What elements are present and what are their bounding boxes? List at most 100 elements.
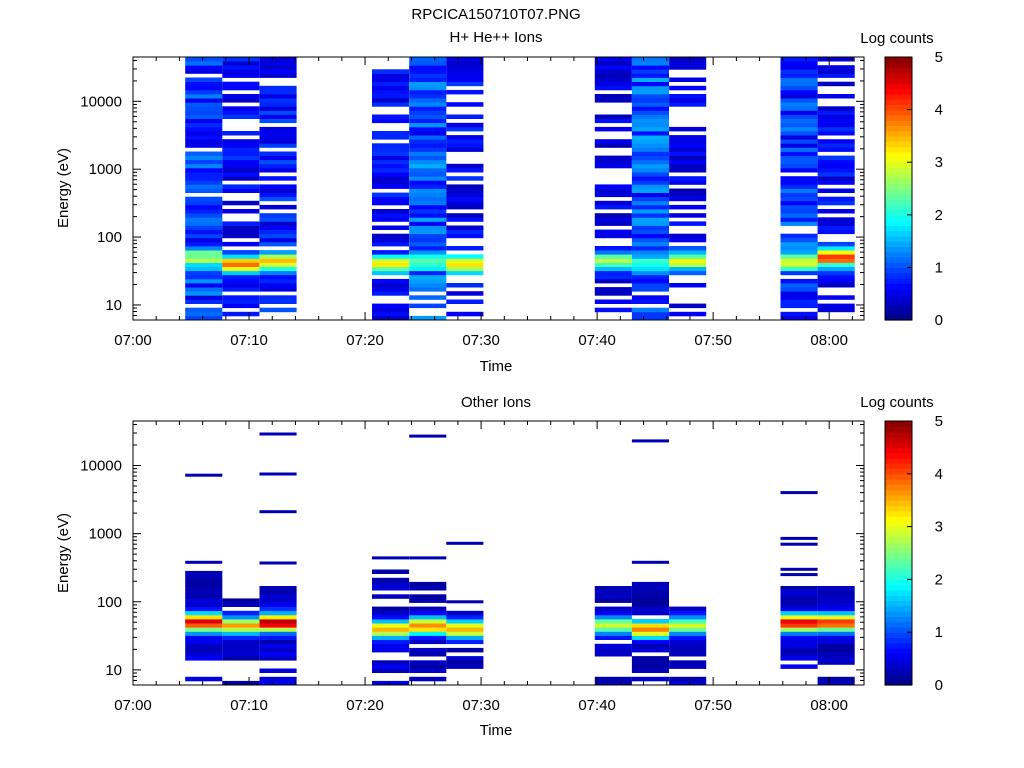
heat-cell <box>409 270 447 276</box>
heat-cell <box>817 307 855 313</box>
heat-cell <box>185 643 223 649</box>
heat-cell <box>409 126 447 132</box>
y-tick-label: 100 <box>97 229 122 246</box>
heat-cell <box>631 122 669 128</box>
heat-cell <box>594 77 632 82</box>
heat-cell <box>446 77 484 82</box>
heat-cell <box>669 635 707 640</box>
heat-cell <box>780 168 818 173</box>
heat-cell <box>259 250 297 255</box>
heat-cell <box>594 246 632 251</box>
heat-cell <box>594 619 632 624</box>
heat-cell <box>817 680 855 686</box>
axes-bottom: 07:00 07:10 07:20 07:30 07:40 07:50 08:00 10 100… <box>80 421 864 714</box>
heat-cell <box>409 303 447 309</box>
heat-cell <box>669 126 707 132</box>
heat-cell <box>372 213 410 218</box>
colorbar-swatch <box>885 99 912 105</box>
heat-cell <box>594 590 632 595</box>
x-tick-label: 07:00 <box>114 697 152 714</box>
heat-cell <box>372 200 410 206</box>
heat-cell <box>817 126 855 132</box>
heat-cell <box>409 69 447 74</box>
heat-cell <box>259 623 297 628</box>
heat-cell <box>446 57 484 62</box>
heat-cell <box>222 270 260 276</box>
heat-cell <box>222 131 260 136</box>
heat-cell <box>817 172 855 177</box>
heat-cell <box>222 151 260 156</box>
heat-cell <box>446 73 484 78</box>
heat-cell <box>259 213 297 218</box>
heat-cell <box>780 287 818 292</box>
colorbar-swatch <box>885 516 912 522</box>
heat-cell <box>222 631 260 636</box>
heat-cell <box>259 652 297 657</box>
heat-cell <box>222 229 260 235</box>
heat-cell <box>594 229 632 235</box>
colorbar-swatch <box>885 156 912 163</box>
heat-cell <box>372 258 410 263</box>
colorbar-swatch <box>885 537 912 544</box>
heat-cell <box>669 155 707 161</box>
colorbar-label-top: Log counts <box>860 30 933 47</box>
heat-cell-sparse <box>631 560 669 564</box>
heat-cell <box>185 229 223 235</box>
heat-cell <box>631 246 669 251</box>
colorbar-swatch <box>885 256 912 263</box>
heat-cell <box>259 118 297 124</box>
heat-cell <box>185 143 223 148</box>
heat-cell-sparse <box>446 541 484 545</box>
colorbar-swatch <box>885 468 912 475</box>
heat-cell <box>780 598 818 603</box>
colorbar-swatch <box>885 57 912 63</box>
heat-cell <box>446 89 484 95</box>
heat-cell <box>222 610 260 616</box>
y-axis-label-bottom: Energy (eV) <box>55 513 72 593</box>
heat-cell <box>446 61 484 66</box>
heat-cell <box>631 172 669 177</box>
heat-cell <box>594 204 632 210</box>
heat-cell <box>780 159 818 165</box>
colorbar-swatch <box>885 304 912 311</box>
heat-cell <box>594 69 632 74</box>
heat-cell <box>185 163 223 169</box>
heat-cell <box>817 225 855 230</box>
heat-cell <box>780 606 818 612</box>
heat-cell <box>185 188 223 193</box>
colorbar-swatch <box>885 88 912 95</box>
heat-cell <box>594 159 632 165</box>
heat-cell <box>780 102 818 107</box>
x-tick-label: 07:30 <box>462 332 500 349</box>
heat-cell <box>669 266 707 272</box>
colorbar-swatch <box>885 167 912 174</box>
heat-cell <box>594 278 632 284</box>
heat-cell-sparse <box>780 573 818 577</box>
heat-cell <box>446 204 484 210</box>
colorbar-swatch <box>885 579 912 586</box>
heat-cell <box>446 126 484 132</box>
colorbar-swatch <box>885 642 912 649</box>
heat-cell <box>594 217 632 222</box>
colorbar-top: 0 1 2 3 4 5 <box>884 49 943 329</box>
heat-cell <box>222 143 260 148</box>
heat-cell <box>372 266 410 272</box>
heat-cell <box>222 250 260 255</box>
heat-cell <box>817 176 855 181</box>
heat-cell <box>669 196 707 202</box>
x-tick-label: 07:30 <box>462 697 500 714</box>
heat-cell <box>817 266 855 272</box>
heat-cell <box>817 217 855 222</box>
heat-cell <box>780 155 818 161</box>
colorbar-swatch <box>885 241 912 247</box>
heat-cell <box>631 295 669 300</box>
heat-cell <box>222 262 260 267</box>
heat-cell <box>259 656 297 661</box>
heat-cell <box>446 184 484 189</box>
heat-cell <box>780 299 818 304</box>
colorbar-swatch <box>885 436 912 443</box>
colorbar-swatch <box>885 621 912 628</box>
colorbar-swatch <box>885 146 912 153</box>
heat-cell <box>259 143 297 148</box>
heat-cell <box>259 586 297 591</box>
